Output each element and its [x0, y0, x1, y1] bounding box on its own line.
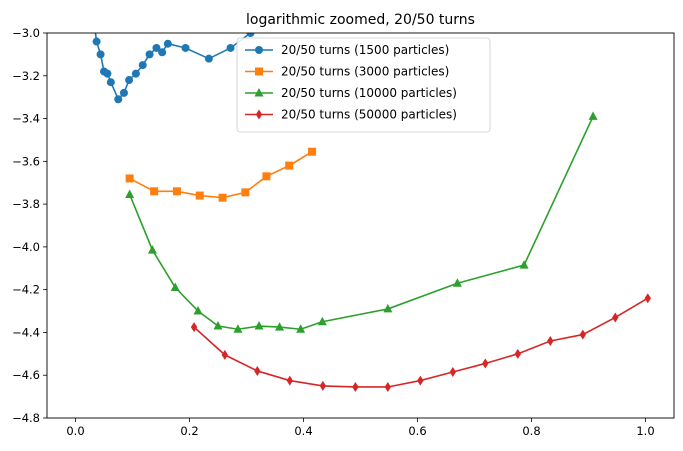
- data-point: [246, 33, 255, 37]
- data-point: [547, 336, 554, 346]
- y-tick-label: −3.0: [12, 26, 40, 40]
- y-tick-label: −4.6: [12, 368, 40, 382]
- data-point: [172, 187, 181, 196]
- series-2: [125, 147, 317, 202]
- legend-marker: [254, 88, 264, 97]
- data-point: [96, 50, 105, 59]
- series-3: [125, 111, 598, 333]
- data-point: [221, 349, 229, 360]
- x-tick-label: 0.0: [66, 424, 84, 438]
- series-line: [128, 116, 594, 331]
- legend-entry: 20/50 turns (1500 particles): [245, 43, 449, 57]
- data-point: [296, 324, 306, 333]
- legend-label: 20/50 turns (10000 particles): [281, 86, 457, 100]
- data-point: [145, 50, 154, 59]
- series-layer: [89, 8, 651, 392]
- data-point: [158, 48, 167, 57]
- legend-entry: 20/50 turns (10000 particles): [245, 86, 457, 100]
- x-tick-label: 1.0: [636, 424, 654, 438]
- legend-box: [236, 37, 491, 133]
- y-tick-label: −4.8: [12, 411, 40, 425]
- data-point: [170, 282, 180, 292]
- y-tick-label: −3.4: [12, 112, 40, 126]
- series-line: [193, 297, 649, 388]
- data-point: [612, 312, 619, 323]
- data-point: [319, 380, 327, 391]
- y-tick-label: −4.4: [12, 325, 40, 339]
- data-point: [193, 306, 203, 315]
- legend-label: 20/50 turns (1500 particles): [281, 43, 449, 57]
- data-point: [106, 78, 115, 87]
- y-tick-label: −4.2: [12, 283, 40, 297]
- data-point: [119, 88, 128, 97]
- data-point: [241, 188, 250, 197]
- data-point: [579, 329, 586, 340]
- data-point: [125, 76, 134, 85]
- legend-marker: [255, 67, 263, 76]
- data-point: [181, 43, 190, 52]
- data-point: [352, 381, 359, 392]
- legend-entry: 20/50 turns (50000 particles): [245, 108, 457, 122]
- legend: 20/50 turns (1500 particles) 20/50 turns …: [236, 37, 491, 133]
- data-point: [514, 348, 522, 359]
- series-4: [190, 293, 651, 392]
- data-point: [384, 381, 392, 392]
- data-point: [218, 193, 227, 202]
- data-point: [195, 191, 204, 200]
- data-point: [417, 375, 424, 386]
- x-tick-label: 0.4: [294, 424, 312, 438]
- data-point: [125, 174, 134, 183]
- x-axis: 0.0 0.2 0.4 0.6 0.8 1.0: [66, 418, 655, 438]
- x-tick-label: 0.8: [522, 424, 540, 438]
- data-point: [519, 260, 529, 269]
- data-point: [150, 187, 159, 196]
- data-point: [308, 147, 317, 156]
- data-point: [644, 293, 651, 304]
- data-point: [588, 111, 598, 120]
- data-point: [226, 43, 235, 52]
- data-point: [449, 367, 457, 378]
- data-point: [190, 322, 198, 333]
- legend-marker: [255, 109, 263, 120]
- y-tick-label: −3.6: [12, 154, 40, 168]
- data-point: [482, 358, 489, 369]
- data-point: [383, 303, 393, 313]
- legend-marker: [255, 46, 263, 54]
- plot-frame: [46, 32, 675, 419]
- chart-title: logarithmic zoomed, 20/50 turns: [246, 12, 475, 28]
- y-axis: −4.8 −4.6 −4.4 −4.2 −4.0 −3.8 −3.6 −3.4 −3.2 −3.0: [12, 26, 47, 425]
- y-tick-label: −3.8: [12, 197, 40, 211]
- data-point: [286, 375, 294, 386]
- data-point: [125, 189, 135, 198]
- data-point: [275, 322, 285, 331]
- data-point: [163, 39, 172, 48]
- data-point: [89, 8, 97, 16]
- data-point: [147, 245, 157, 254]
- data-point: [213, 321, 223, 330]
- legend-label: 20/50 turns (50000 particles): [281, 108, 457, 122]
- data-point: [131, 69, 140, 78]
- data-point: [114, 95, 123, 104]
- y-tick-label: −3.2: [12, 69, 40, 83]
- data-point: [138, 61, 147, 70]
- series-1: [89, 8, 255, 104]
- legend-entry: 20/50 turns (3000 particles): [245, 65, 449, 79]
- data-point: [285, 161, 294, 170]
- legend-label: 20/50 turns (3000 particles): [281, 65, 449, 79]
- x-tick-label: 0.2: [180, 424, 198, 438]
- data-point: [204, 54, 213, 63]
- y-tick-label: −4.0: [12, 240, 40, 254]
- data-point: [317, 316, 327, 326]
- data-point: [103, 69, 112, 78]
- data-point: [152, 43, 161, 52]
- data-point: [92, 37, 101, 46]
- data-point: [254, 365, 261, 376]
- x-tick-label: 0.6: [408, 424, 426, 438]
- data-point: [452, 278, 462, 287]
- data-point: [262, 172, 271, 181]
- data-point: [233, 324, 243, 333]
- data-point: [254, 321, 264, 330]
